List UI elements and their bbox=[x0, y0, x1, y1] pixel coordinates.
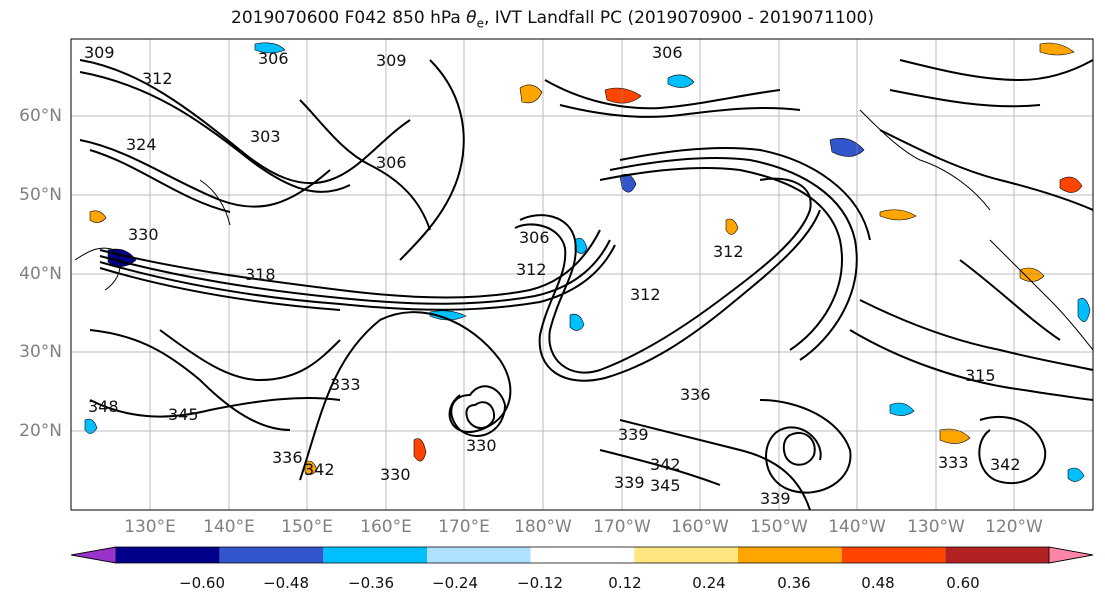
contour-label: 306 bbox=[652, 43, 683, 62]
lon-label: 160°E bbox=[360, 517, 412, 537]
title-theta-symbol: θ bbox=[466, 8, 477, 28]
contour-label: 348 bbox=[88, 397, 119, 416]
contour-label: 339 bbox=[618, 425, 649, 444]
lon-label: 150°W bbox=[750, 517, 808, 537]
colorbar-tick-label: −0.36 bbox=[348, 574, 394, 592]
contour-label: 336 bbox=[272, 448, 303, 467]
contour-label: 345 bbox=[650, 476, 681, 495]
contour-labels: 309 306 312 303 306 312 330 318 306 312 … bbox=[84, 43, 1021, 508]
colorbar-tick-label: 0.48 bbox=[861, 574, 895, 592]
lat-label-50n: 50°N bbox=[19, 185, 62, 205]
lon-label: 160°W bbox=[671, 517, 729, 537]
contour-label: 306 bbox=[519, 228, 550, 247]
colorbar-tick-label: −0.48 bbox=[263, 574, 309, 592]
contour-label: 330 bbox=[466, 436, 497, 455]
colorbar-tick-label: 0.24 bbox=[692, 574, 726, 592]
contour-label: 330 bbox=[380, 465, 411, 484]
contour-label: 342 bbox=[650, 455, 681, 474]
colorbar-tick-label: −0.24 bbox=[432, 574, 478, 592]
lat-label-20n: 20°N bbox=[19, 421, 62, 441]
title-subscript: e bbox=[476, 16, 484, 31]
plot-title: 2019070600 F042 850 hPa θe, IVT Landfall… bbox=[0, 8, 1105, 30]
contour-label: 312 bbox=[142, 69, 173, 88]
contour-label: 342 bbox=[990, 455, 1021, 474]
contour-label: 312 bbox=[630, 285, 661, 304]
lon-label: 130°E bbox=[124, 517, 176, 537]
colorbar-segment bbox=[219, 547, 324, 563]
contour-label: 324 bbox=[126, 135, 157, 154]
contour-label: 306 bbox=[258, 49, 289, 68]
colorbar-tick-label: 0.12 bbox=[608, 574, 642, 592]
contour-label: 315 bbox=[965, 366, 996, 385]
contour-label: 333 bbox=[330, 375, 361, 394]
contour-label: 303 bbox=[250, 127, 281, 146]
colorbar bbox=[70, 546, 1094, 564]
map-panel: 309 306 312 303 306 312 330 318 306 312 … bbox=[70, 38, 1094, 511]
contour-label: 330 bbox=[128, 225, 159, 244]
lon-label: 150°E bbox=[281, 517, 333, 537]
contour-label: 306 bbox=[376, 153, 407, 172]
colorbar-segment bbox=[634, 547, 738, 563]
lon-label: 120°W bbox=[985, 517, 1043, 537]
contour-label: 339 bbox=[760, 489, 791, 508]
title-prefix: 2019070600 F042 850 hPa bbox=[231, 8, 467, 28]
colorbar-tick-label: −0.12 bbox=[517, 574, 563, 592]
colorbar-segment bbox=[323, 547, 427, 563]
colorbar-extend-right bbox=[1048, 546, 1094, 564]
shading-layer bbox=[84, 42, 1091, 482]
contour-label: 333 bbox=[938, 453, 969, 472]
colorbar-segment bbox=[427, 547, 531, 563]
colorbar-segment bbox=[945, 547, 1049, 563]
colorbar-segment bbox=[530, 547, 635, 563]
lon-label: 170°W bbox=[593, 517, 651, 537]
colorbar-outline bbox=[70, 546, 1094, 564]
map-frame bbox=[70, 38, 1094, 511]
contour-label: 345 bbox=[168, 405, 199, 424]
title-suffix: , IVT Landfall PC (2019070900 - 20190711… bbox=[483, 8, 874, 28]
lat-label-30n: 30°N bbox=[19, 342, 62, 362]
contour-label: 309 bbox=[376, 51, 407, 70]
lon-label: 130°W bbox=[907, 517, 965, 537]
contour-label: 336 bbox=[680, 385, 711, 404]
lon-label: 180°W bbox=[514, 517, 572, 537]
colorbar-extend-left bbox=[70, 546, 117, 564]
contour-label: 342 bbox=[304, 460, 335, 479]
colorbar-tick-label: 0.36 bbox=[777, 574, 811, 592]
coastlines bbox=[74, 109, 1093, 351]
contour-label: 309 bbox=[84, 43, 115, 62]
lon-label: 140°W bbox=[828, 517, 886, 537]
contour-label: 312 bbox=[516, 260, 547, 279]
colorbar-tick-label: 0.60 bbox=[946, 574, 980, 592]
lon-label: 140°E bbox=[203, 517, 255, 537]
contour-label: 312 bbox=[713, 242, 744, 261]
lat-label-40n: 40°N bbox=[19, 264, 62, 284]
colorbar-segment bbox=[738, 547, 842, 563]
colorbar-tick-label: −0.60 bbox=[179, 574, 225, 592]
lat-label-60n: 60°N bbox=[19, 106, 62, 126]
colorbar-segments bbox=[70, 546, 1094, 564]
lon-label: 170°E bbox=[438, 517, 490, 537]
contour-label: 339 bbox=[614, 473, 645, 492]
colorbar-segment bbox=[116, 547, 220, 563]
contour-label: 318 bbox=[245, 265, 276, 284]
colorbar-segment bbox=[841, 547, 946, 563]
